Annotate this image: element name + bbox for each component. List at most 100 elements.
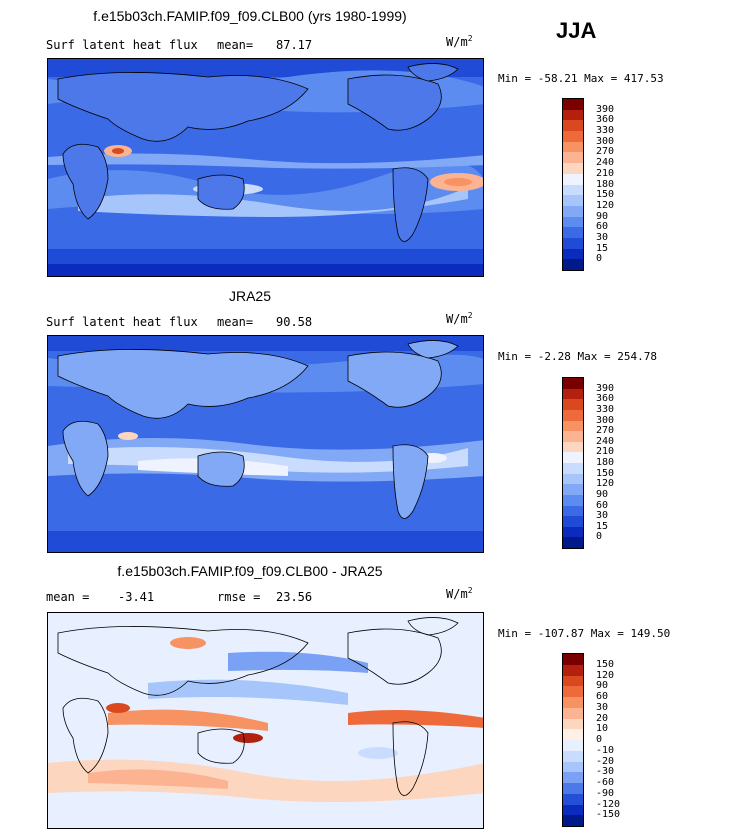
colorbar-swatch [563, 697, 583, 708]
colorbar-swatch [563, 163, 583, 174]
panel1-mean-label: mean= [217, 38, 254, 52]
season-label: JJA [556, 18, 597, 43]
colorbar-swatch [563, 259, 583, 270]
panel3-colorbar [562, 653, 584, 827]
panel2-mean-label: mean= [217, 315, 254, 329]
colorbar-swatch [563, 804, 583, 816]
colorbar-label: 120 [596, 478, 615, 490]
panel1-map [47, 58, 484, 277]
panel1-title: f.e15b03ch.FAMIP.f09_f09.CLB00 (yrs 1980… [93, 8, 407, 24]
colorbar-swatch [563, 237, 583, 249]
colorbar-swatch [563, 815, 583, 826]
panel3-mean-label: mean = [46, 590, 90, 604]
colorbar-swatch [563, 216, 583, 228]
colorbar-label: 300 [596, 414, 615, 426]
colorbar-label: 240 [596, 157, 615, 169]
colorbar-label: 0 [596, 253, 603, 265]
colorbar-label: -120 [596, 798, 621, 810]
colorbar-label: 390 [596, 103, 615, 115]
colorbar-label: 150 [596, 189, 615, 201]
colorbar-label: 270 [596, 146, 615, 158]
colorbar-label: -150 [596, 809, 621, 821]
colorbar-swatch [563, 131, 583, 142]
colorbar-label: -10 [596, 744, 615, 756]
panel1-variable-label: Surf latent heat flux [46, 38, 198, 52]
colorbar-label: -30 [596, 766, 615, 778]
colorbar-label: 240 [596, 435, 615, 447]
colorbar-swatch [563, 707, 583, 719]
colorbar-swatch [563, 399, 583, 410]
colorbar-swatch [563, 505, 583, 517]
colorbar-swatch [563, 675, 583, 687]
colorbar-label: -20 [596, 755, 615, 767]
panel3-title: f.e15b03ch.FAMIP.f09_f09.CLB00 - JRA25 [117, 563, 383, 579]
colorbar-label: 30 [596, 231, 609, 243]
colorbar-swatch [563, 761, 583, 773]
colorbar-label: 180 [596, 178, 615, 190]
colorbar-swatch [563, 227, 583, 238]
panel3-mean-value: -3.41 [118, 590, 155, 604]
colorbar-swatch [563, 248, 583, 260]
colorbar-swatch [563, 750, 583, 762]
colorbar-label: 30 [596, 510, 609, 522]
colorbar-label: 120 [596, 199, 615, 211]
colorbar-label: -60 [596, 777, 615, 788]
colorbar-swatch [563, 109, 583, 121]
colorbar-label: 15 [596, 520, 609, 532]
colorbar-label: 60 [596, 691, 609, 702]
colorbar-label: 30 [596, 701, 609, 713]
colorbar-swatch [563, 420, 583, 432]
colorbar-swatch [563, 378, 583, 389]
colorbar-swatch [563, 173, 583, 185]
colorbar-swatch [563, 526, 583, 538]
colorbar-label: 210 [596, 446, 615, 458]
colorbar-swatch [563, 431, 583, 442]
colorbar-label: 10 [596, 723, 609, 735]
colorbar-label: 90 [596, 210, 609, 222]
panel3-rmse-value: 23.56 [276, 590, 313, 604]
colorbar-swatch [563, 494, 583, 506]
colorbar-swatch [563, 484, 583, 495]
colorbar-label: 90 [596, 488, 609, 500]
colorbar-swatch [563, 783, 583, 794]
panel2-title: JRA25 [228, 288, 272, 304]
colorbar-label: 390 [596, 382, 615, 394]
colorbar-label: 360 [596, 393, 615, 405]
colorbar-swatch [563, 772, 583, 783]
colorbar-label: 330 [596, 125, 615, 137]
colorbar-swatch [563, 388, 583, 400]
colorbar-label: 180 [596, 457, 615, 468]
colorbar-swatch [563, 120, 583, 132]
colorbar-label: 300 [596, 135, 615, 147]
panel2-map-field [48, 336, 483, 552]
panel2-colorbar [562, 377, 584, 549]
colorbar-swatch [563, 729, 583, 740]
colorbar-label: 15 [596, 242, 609, 254]
colorbar-label: 0 [596, 531, 603, 543]
panel1-units: W/m2 [446, 34, 473, 49]
panel2-map [47, 335, 484, 553]
colorbar-swatch [563, 463, 583, 474]
panel2-units: W/m2 [446, 311, 473, 326]
colorbar-swatch [563, 184, 583, 196]
colorbar-swatch [563, 686, 583, 697]
panel3-minmax: Min = -107.87 Max = 149.50 [498, 627, 671, 640]
panel1-colorbar [562, 98, 584, 271]
colorbar-swatch [563, 740, 583, 751]
colorbar-swatch [563, 441, 583, 453]
panel1-minmax: Min = -58.21 Max = 417.53 [498, 72, 664, 85]
colorbar-label: 330 [596, 403, 615, 415]
panel2-minmax: Min = -2.28 Max = 254.78 [498, 350, 657, 363]
colorbar-swatch [563, 452, 583, 463]
panel2-mean-value: 90.58 [276, 315, 313, 329]
colorbar-label: 210 [596, 167, 615, 179]
colorbar-label: 60 [596, 221, 609, 233]
panel1-mean-value: 87.17 [276, 38, 313, 52]
colorbar-swatch [563, 473, 583, 485]
colorbar-label: 0 [596, 734, 603, 745]
colorbar-swatch [563, 205, 583, 217]
colorbar-swatch [563, 654, 583, 665]
colorbar-swatch [563, 516, 583, 527]
colorbar-swatch [563, 99, 583, 110]
colorbar-swatch [563, 664, 583, 676]
